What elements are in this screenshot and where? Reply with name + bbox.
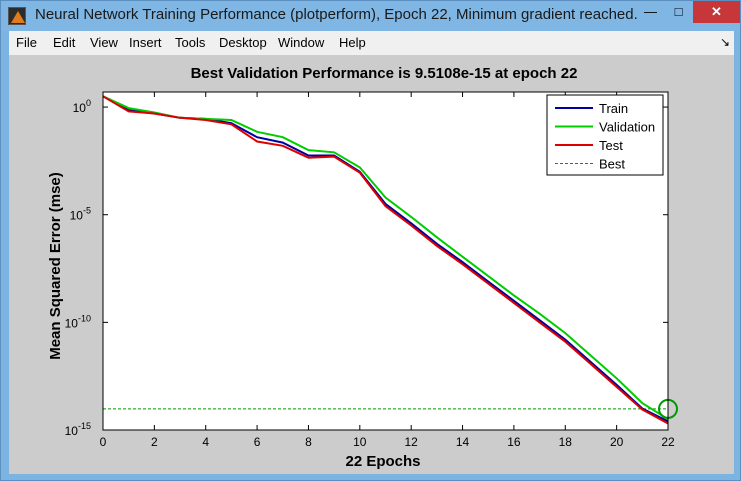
legend-label-test: Test (599, 138, 623, 153)
x-tick-label: 12 (405, 435, 419, 449)
series-line-test (102, 95, 669, 425)
dock-arrow-icon[interactable]: ↘ (719, 35, 730, 49)
y-tick-label: 10-5 (70, 206, 91, 223)
y-tick-label: 10-15 (65, 421, 91, 438)
axes-box (102, 91, 669, 431)
menu-window[interactable]: Window (278, 35, 325, 50)
legend-label-best: Best (599, 157, 625, 172)
menu-view[interactable]: View (90, 35, 118, 50)
y-tick-label: 10-10 (65, 313, 91, 330)
matlab-logo-icon (8, 7, 26, 25)
title-bar[interactable]: Neural Network Training Performance (plo… (1, 1, 740, 31)
x-tick-label: 6 (254, 435, 261, 449)
menu-edit[interactable]: Edit (53, 35, 76, 50)
menu-tools[interactable]: Tools (175, 35, 206, 50)
x-tick-label: 4 (202, 435, 209, 449)
figure-canvas: Best Validation Performance is 9.5108e-1… (9, 55, 734, 474)
y-tick-label: 100 (73, 98, 91, 115)
menu-file[interactable]: File (16, 35, 37, 50)
x-tick-label: 10 (353, 435, 367, 449)
menu-help[interactable]: Help (339, 35, 366, 50)
menu-insert[interactable]: Insert (129, 35, 162, 50)
x-tick-label: 14 (456, 435, 470, 449)
y-axis-label: Mean Squared Error (mse) (47, 172, 64, 360)
x-tick-label: 2 (151, 435, 158, 449)
x-axis-label: 22 Epochs (345, 453, 420, 470)
legend-label-train: Train (599, 101, 628, 116)
x-tick-label: 18 (559, 435, 573, 449)
menu-bar: File Edit View Insert Tools Desktop Wind… (9, 31, 734, 55)
x-tick-label: 8 (305, 435, 312, 449)
x-tick-label: 0 (100, 435, 107, 449)
performance-chart: Best Validation Performance is 9.5108e-1… (47, 65, 678, 470)
minimize-button[interactable]: — (644, 4, 657, 19)
chart-title: Best Validation Performance is 9.5108e-1… (191, 65, 578, 82)
x-tick-label: 16 (507, 435, 521, 449)
x-tick-label: 20 (610, 435, 624, 449)
window-title: Neural Network Training Performance (plo… (35, 6, 638, 23)
close-button[interactable]: ✕ (693, 1, 740, 23)
legend-label-validation: Validation (599, 120, 655, 135)
x-tick-label: 22 (661, 435, 675, 449)
menu-desktop[interactable]: Desktop (219, 35, 267, 50)
maximize-button[interactable]: □ (674, 4, 683, 19)
